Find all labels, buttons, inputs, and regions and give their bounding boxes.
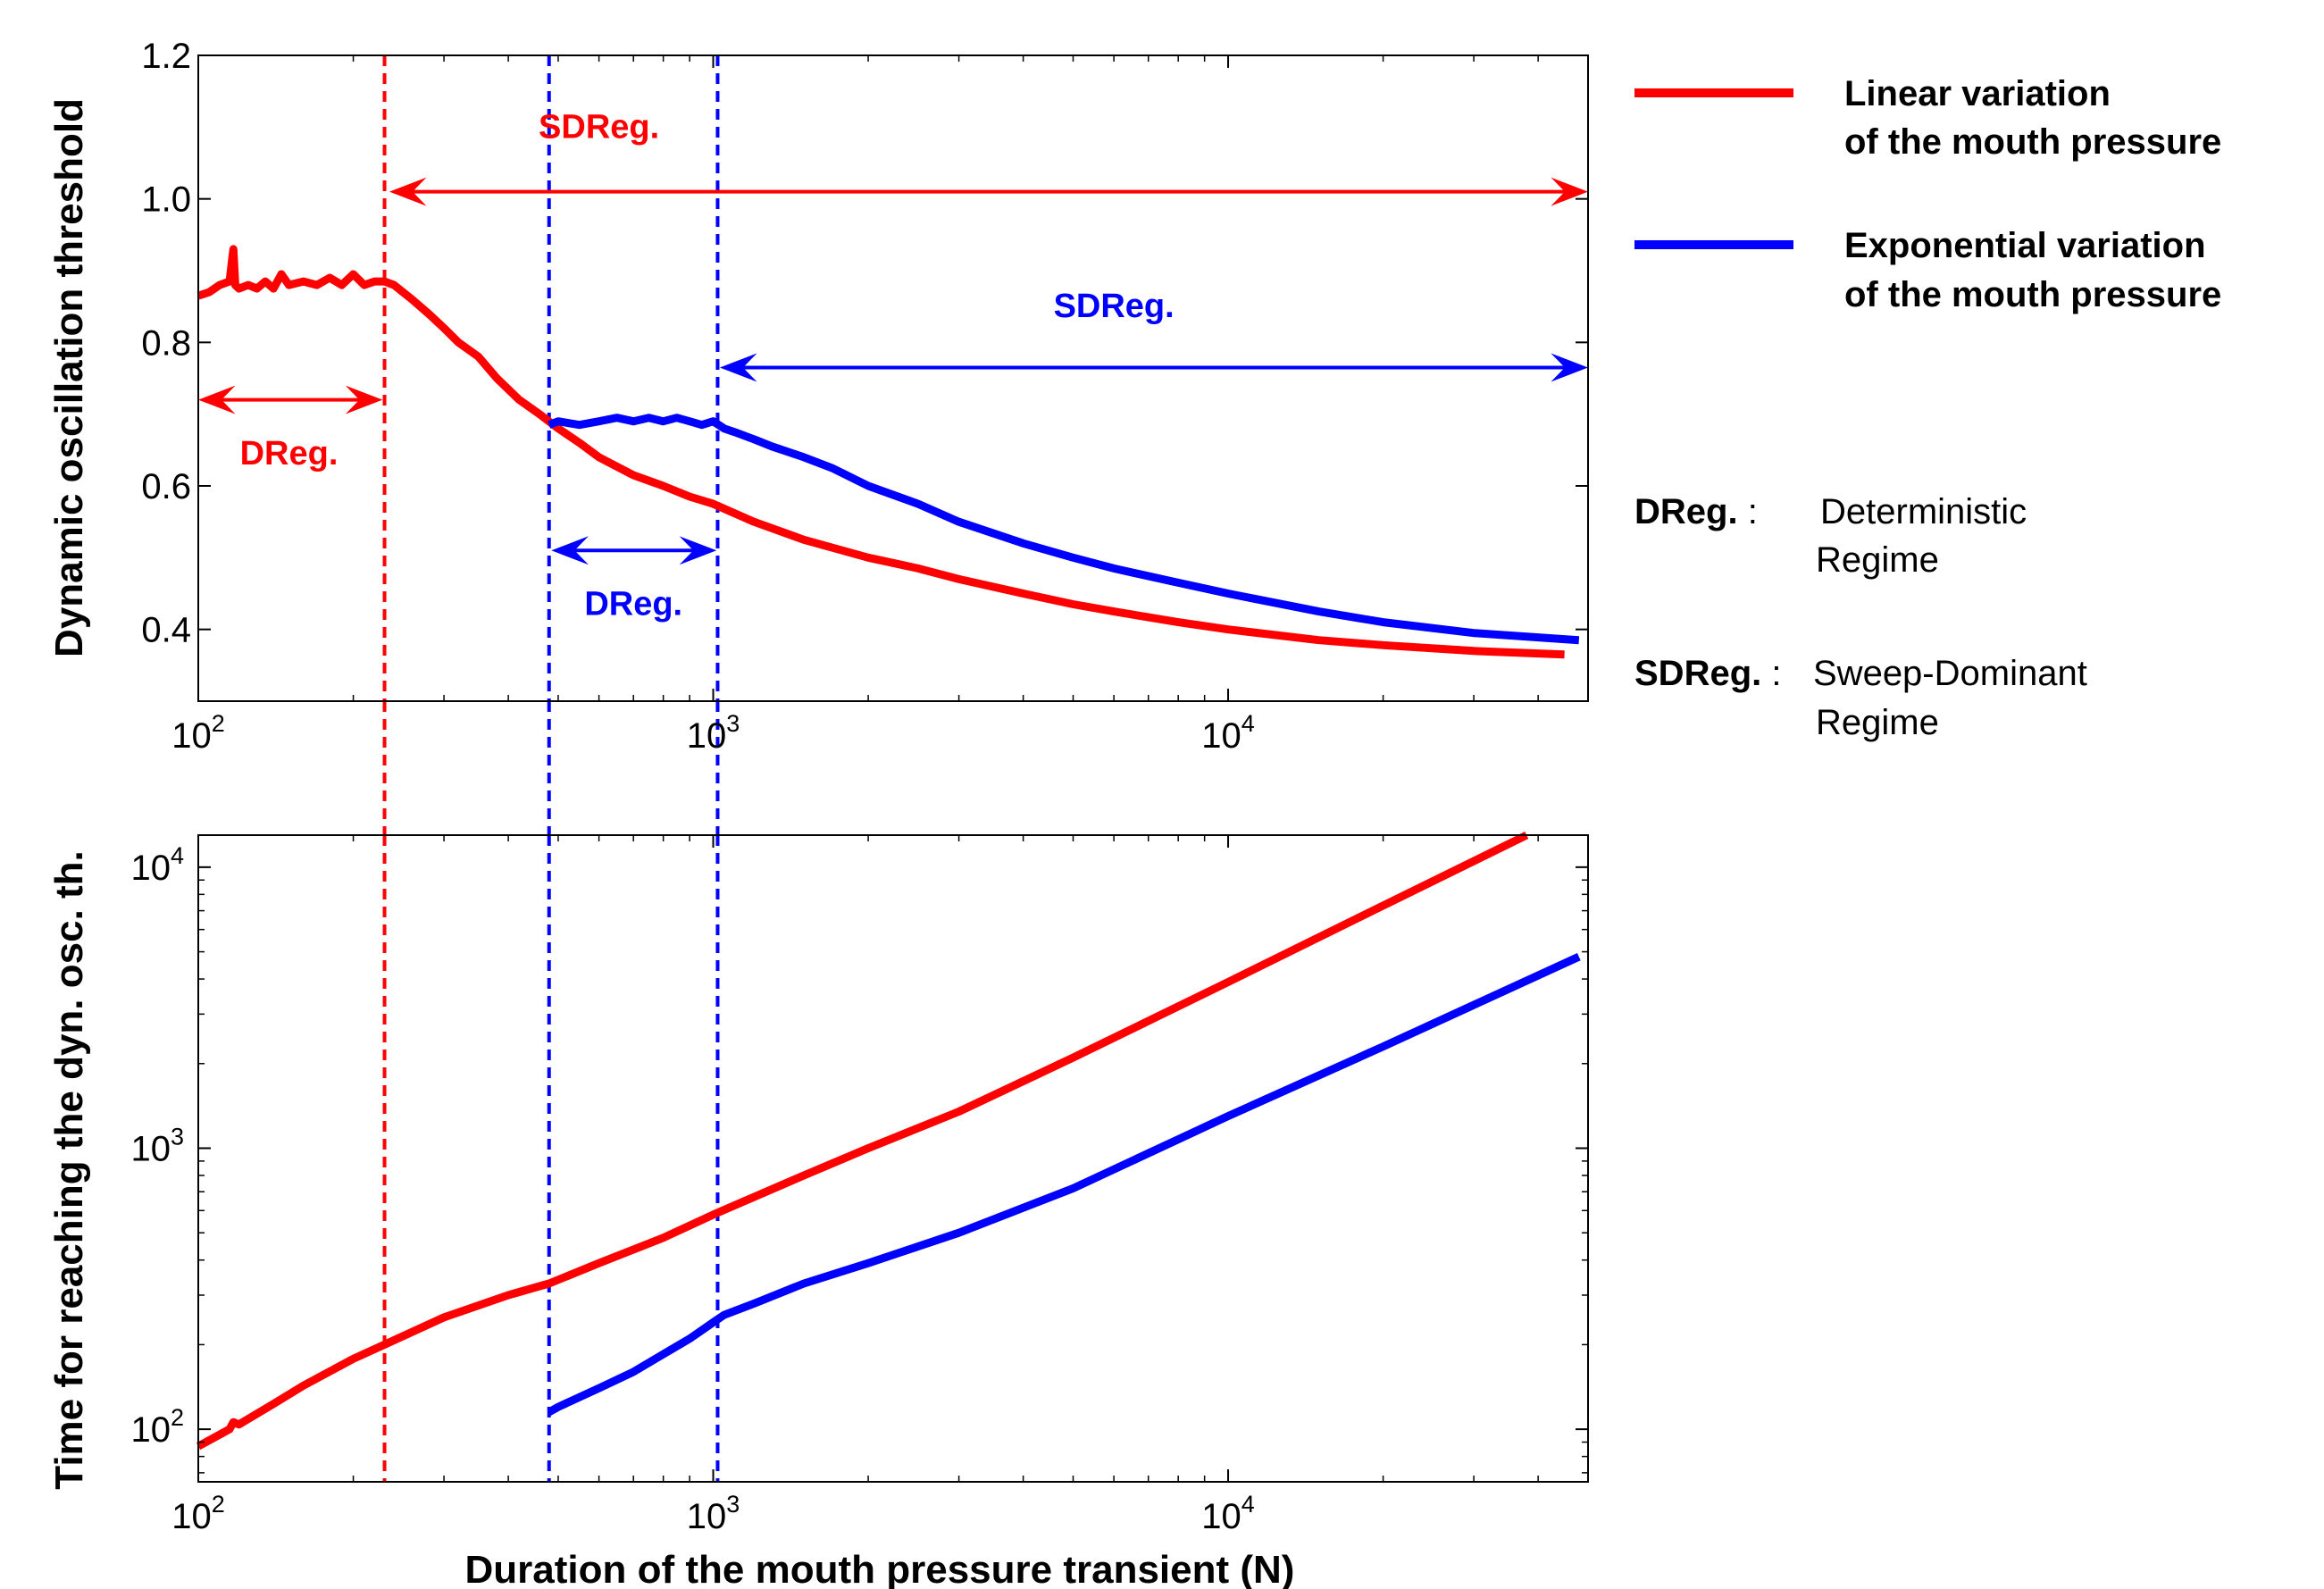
top-xtick-label-0: 102: [171, 710, 225, 756]
bottom-ytick-label-2: 104: [130, 842, 184, 888]
top-series-linear-line: [196, 245, 1565, 659]
bottom-xtick-label-1: 103: [687, 1491, 740, 1536]
top-annotations: SDReg. SDReg. DReg. DReg.: [198, 108, 1588, 623]
top-plot-frame: [197, 54, 1589, 702]
dreg-separator: :: [1738, 492, 1758, 531]
top-ytick-label-3: 1.0: [141, 180, 191, 220]
bottom-series-exponential-line: [547, 953, 1581, 1416]
bottom-panel: 102 103 104 102 103 104 Time for reaching the…: [47, 831, 1589, 1589]
dreg-definition-line1: Deterministic: [1820, 492, 2027, 531]
legend-label-linear-line2: of the mouth pressure: [1844, 122, 2221, 162]
top-y-axis-label: Dynamic oscillation threshold: [47, 98, 91, 657]
annotation-sdreg-0-label: SDReg.: [539, 108, 659, 146]
top-ticks: 102 103 104 0.4 0.6 0.8 1.0 1.2: [141, 37, 1589, 756]
annotation-dreg-2-arrow-head-right: [345, 385, 383, 414]
top-xtick-label-2: 104: [1201, 710, 1255, 756]
bottom-ticks: 102 103 104 102 103 104: [130, 835, 1589, 1536]
annotation-dreg-2-label: DReg.: [240, 435, 339, 473]
sdreg-definition: SDReg. :: [1634, 654, 1781, 693]
bottom-series-linear-line: [196, 831, 1529, 1451]
top-xtick-label-1: 103: [687, 710, 740, 756]
legend-label-linear-line1: Linear variation: [1844, 74, 2111, 113]
x-axis-label: Duration of the mouth pressure transient…: [465, 1548, 1295, 1589]
dreg-definition: DReg. :: [1634, 492, 1758, 531]
sdreg-definition-line2: Regime: [1816, 703, 1939, 742]
top-panel: SDReg. SDReg. DReg. DReg. 102 103 104 0.4 0.6 0.…: [47, 37, 1589, 835]
top-vlines: [382, 55, 720, 835]
bottom-plot-frame: [197, 834, 1589, 1483]
annotation-dreg-2-arrow-head-left: [198, 385, 236, 414]
legend: Linear variation of the mouth pressure E…: [1634, 74, 2221, 314]
bottom-series: [196, 831, 1581, 1451]
annotation-dreg-3-arrow-head-right: [679, 536, 717, 565]
bottom-ytick-label-1: 103: [130, 1123, 184, 1168]
sdreg-key: SDReg.: [1634, 654, 1761, 693]
annotation-dreg-3-arrow-head-left: [551, 536, 589, 565]
annotation-sdreg-1-arrow-head-right: [1551, 353, 1588, 382]
top-series-exponential-line: [548, 414, 1580, 645]
bottom-vlines: [382, 835, 720, 1482]
top-ytick-label-2: 0.8: [141, 323, 191, 363]
top-ytick-label-4: 1.2: [141, 37, 191, 76]
annotation-sdreg-0-arrow-head-right: [1551, 177, 1588, 206]
top-ytick-label-0: 0.4: [141, 611, 191, 650]
bottom-xtick-label-2: 104: [1201, 1491, 1255, 1536]
top-series: [196, 245, 1580, 659]
legend-label-exponential-line1: Exponential variation: [1844, 226, 2206, 265]
top-ytick-label-1: 0.6: [141, 467, 191, 506]
annotation-sdreg-1-arrow-head-left: [719, 353, 757, 382]
sdreg-definition-line1: Sweep-Dominant: [1813, 654, 2087, 693]
annotation-sdreg-1-label: SDReg.: [1054, 288, 1175, 325]
annotation-sdreg-0-arrow-head-left: [389, 177, 427, 206]
regime-definitions: DReg. : Deterministic Regime SDReg. : Sw…: [1634, 492, 2087, 742]
legend-label-exponential-line2: of the mouth pressure: [1844, 275, 2221, 314]
bottom-ytick-label-0: 102: [130, 1404, 184, 1450]
sdreg-separator: :: [1761, 654, 1781, 693]
annotation-dreg-3-label: DReg.: [584, 586, 682, 623]
dreg-key: DReg.: [1634, 492, 1738, 531]
dreg-definition-line2: Regime: [1816, 540, 1939, 580]
bottom-y-axis-label: Time for reaching the dyn. osc. th.: [47, 850, 91, 1490]
bottom-xtick-label-0: 102: [171, 1491, 225, 1536]
